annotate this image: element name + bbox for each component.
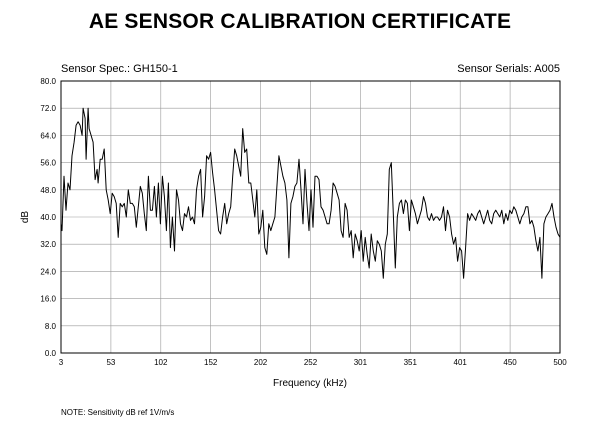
y-tick-label: 56.0 (40, 159, 56, 168)
y-tick-label: 16.0 (40, 295, 56, 304)
x-tick-label: 102 (154, 358, 168, 367)
x-tick-label: 3 (59, 358, 64, 367)
y-tick-label: 24.0 (40, 267, 56, 276)
sensor-spec-label: Sensor Spec.: GH150-1 (61, 63, 178, 75)
x-tick-label: 152 (204, 358, 218, 367)
x-tick-label: 401 (454, 358, 468, 367)
calibration-note: NOTE: Sensitivity dB ref 1V/m/s (61, 408, 175, 417)
y-axis-label: dB (20, 211, 31, 224)
x-tick-label: 351 (404, 358, 418, 367)
x-tick-label: 301 (354, 358, 368, 367)
y-tick-label: 8.0 (45, 322, 57, 331)
x-axis-label: Frequency (kHz) (273, 378, 347, 389)
y-tick-label: 64.0 (40, 131, 56, 140)
x-tick-label: 53 (106, 358, 115, 367)
x-tick-label: 252 (304, 358, 318, 367)
y-tick-label: 72.0 (40, 104, 56, 113)
x-axis-ticks: 3 53 102 152 202 252 301 351 401 450 500 (59, 358, 567, 367)
sensor-serial-label: Sensor Serials: A005 (457, 63, 560, 75)
plot-frame (60, 80, 561, 354)
y-tick-label: 40.0 (40, 213, 56, 222)
x-tick-label: 450 (503, 358, 517, 367)
page-title: AE SENSOR CALIBRATION CERTIFICATE (88, 10, 512, 33)
chart-grid (60, 80, 561, 354)
x-tick-label: 202 (254, 358, 268, 367)
y-tick-label: 80.0 (40, 77, 56, 86)
x-tick-label: 500 (553, 358, 567, 367)
sensitivity-series-line (60, 107, 561, 279)
y-tick-label: 32.0 (40, 240, 56, 249)
y-tick-label: 48.0 (40, 186, 56, 195)
y-axis-ticks: 0.0 8.0 16.0 24.0 32.0 40.0 48.0 56.0 64.0 72.0 80… (40, 77, 56, 358)
y-tick-label: 0.0 (45, 349, 57, 358)
